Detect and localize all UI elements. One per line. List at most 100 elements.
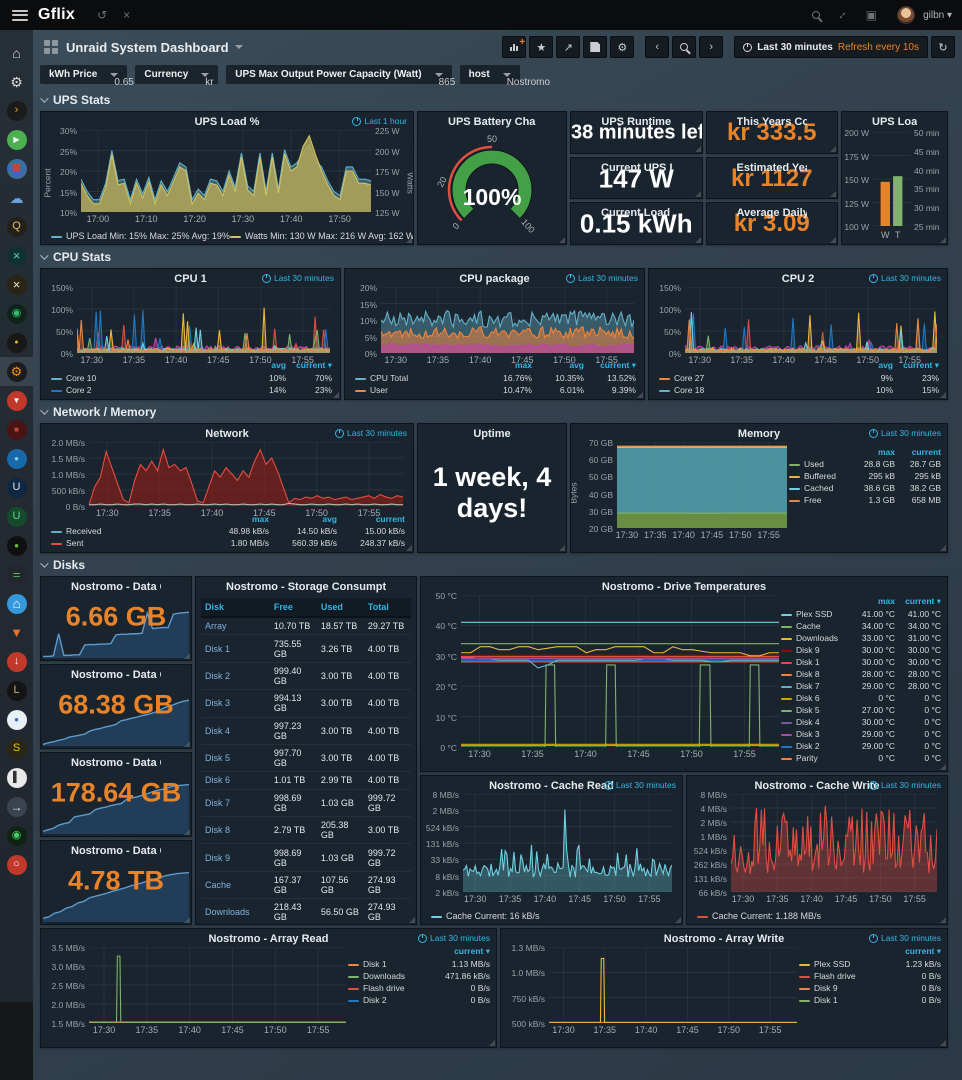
sidebar-item-shield-app-icon[interactable]: ▼	[0, 386, 33, 415]
legend-series-name[interactable]: CPU Total	[353, 372, 482, 384]
sidebar-item-download-app-icon[interactable]: ↓	[0, 647, 33, 676]
app-brand[interactable]: Gflix	[38, 6, 75, 24]
disk-name-cell[interactable]: Disk 1	[201, 635, 270, 662]
sidebar-item-book-app-icon[interactable]: ▌	[0, 763, 33, 792]
panel-title[interactable]: UPS Load vs Time left	[872, 116, 917, 128]
panel-title[interactable]: UPS Load %	[71, 116, 383, 128]
sidebar-item-swirl-app-icon[interactable]: ◉	[0, 299, 33, 328]
search-icon[interactable]	[812, 8, 820, 22]
panel-plot[interactable]	[617, 442, 787, 528]
panel-plot[interactable]	[381, 287, 634, 353]
panel-title[interactable]: Nostromo - Array Read	[71, 933, 466, 945]
legend-item[interactable]: Cache Current: 1.188 MB/s	[697, 911, 821, 921]
legend-series-name[interactable]: Free	[787, 494, 851, 506]
sidebar-item-gear-app-icon-active[interactable]: ⚙	[0, 357, 33, 386]
panel-time-range[interactable]: Last 30 minutes	[604, 780, 676, 790]
table-column-header[interactable]: Disk	[201, 598, 270, 617]
panel-time-range[interactable]: Last 1 hour	[352, 116, 407, 126]
legend-series-name[interactable]: Used	[787, 458, 851, 470]
panel-title[interactable]: Average Daily Cost	[737, 207, 808, 219]
avatar[interactable]	[897, 6, 915, 24]
legend-series-name[interactable]: Downloads	[779, 632, 851, 644]
section-network-memory[interactable]: Network / Memory	[40, 403, 955, 421]
legend-series-name[interactable]: Disk 8	[779, 668, 851, 680]
sidebar-item-search-app-icon[interactable]: Q	[0, 212, 33, 241]
disk-name-cell[interactable]: Cache	[201, 871, 270, 898]
panels-icon[interactable]: ▣	[866, 8, 877, 22]
sidebar-item-toggle-app-icon[interactable]: =	[0, 560, 33, 589]
disk-name-cell[interactable]: Disk 8	[201, 817, 270, 844]
sidebar-item-github-app-icon[interactable]: ◉	[0, 821, 33, 850]
legend-series-name[interactable]: Cache	[779, 620, 851, 632]
sidebar-item-lifebuoy-app-icon[interactable]: ○	[0, 850, 33, 879]
table-column-header[interactable]: Used	[317, 598, 364, 617]
panel-time-range[interactable]: Last 30 minutes	[869, 273, 941, 283]
legend-series-name[interactable]: Disk 1	[779, 656, 851, 668]
panel-title[interactable]: Nostromo - Data Growth This Month	[71, 757, 161, 769]
panel-plot[interactable]	[89, 442, 403, 506]
disk-name-cell[interactable]: Disk 9	[201, 844, 270, 871]
hamburger-menu-icon[interactable]	[12, 10, 28, 21]
sidebar-item-stack-app-icon[interactable]: ≣	[0, 154, 33, 183]
panel-time-range[interactable]: Last 30 minutes	[869, 933, 941, 943]
legend-series-name[interactable]: Core 2	[49, 384, 242, 396]
panel-title[interactable]: Nostromo - Data Growth Today	[71, 581, 161, 593]
legend-series-name[interactable]: Disk 6	[779, 692, 851, 704]
sidebar-item-cloud-icon[interactable]: ☁	[0, 183, 33, 212]
legend-series-name[interactable]: Disk 9	[779, 644, 851, 656]
panel-plot[interactable]	[461, 595, 779, 747]
zoom-out-button[interactable]	[672, 36, 696, 58]
panel-title[interactable]: Nostromo - Storage Consumption	[226, 581, 386, 593]
legend-series-name[interactable]: Disk 4	[779, 716, 851, 728]
sidebar-item-u-green-app-icon[interactable]: U	[0, 502, 33, 531]
disk-name-cell[interactable]: Disk 7	[201, 789, 270, 816]
disk-name-cell[interactable]: Disk 5	[201, 744, 270, 771]
legend-series-name[interactable]: Plex SSD	[797, 958, 881, 970]
legend-series-name[interactable]: Sent	[49, 537, 203, 549]
panel-title[interactable]: Current UPS Load	[601, 162, 672, 174]
legend-item[interactable]: Cache Current: 16 kB/s	[431, 911, 540, 921]
legend-series-name[interactable]: Buffered	[787, 470, 851, 482]
panel-time-range[interactable]: Last 30 minutes	[869, 780, 941, 790]
save-button[interactable]	[583, 36, 607, 58]
legend-item[interactable]: UPS Load Min: 15% Max: 25% Avg: 19%	[51, 231, 230, 241]
panel-time-range[interactable]: Last 30 minutes	[418, 933, 490, 943]
sidebar-item-u-letter-app-icon[interactable]: U	[0, 473, 33, 502]
legend-series-name[interactable]: Core 10	[49, 372, 242, 384]
panel-title[interactable]: Current Load kWh	[601, 207, 672, 219]
panel-time-range[interactable]: Last 30 minutes	[335, 428, 407, 438]
disk-name-cell[interactable]: Downloads	[201, 899, 270, 925]
close-icon[interactable]: ×	[123, 8, 130, 22]
panel-title[interactable]: UPS Runtime	[601, 116, 672, 128]
panel-plot[interactable]	[685, 287, 937, 353]
sidebar-item-play-app-icon[interactable]: ▶	[0, 125, 33, 154]
sidebar-item-drop-app-icon[interactable]: ●	[0, 705, 33, 734]
undo-icon[interactable]: ↺	[97, 8, 107, 22]
settings-button[interactable]: ⚙	[610, 36, 634, 58]
disk-name-cell[interactable]: Disk 6	[201, 772, 270, 789]
legend-series-name[interactable]: Disk 3	[779, 728, 851, 740]
share-button[interactable]: ↗	[556, 36, 580, 58]
panel-title[interactable]: Nostromo - Data Growth This Week	[71, 669, 161, 681]
legend-series-name[interactable]: Disk 2	[779, 740, 851, 752]
legend-series-name[interactable]: Disk 2	[346, 994, 430, 1006]
legend-series-name[interactable]: Disk 1	[797, 994, 881, 1006]
dashboard-title[interactable]: Unraid System Dashboard	[66, 40, 229, 55]
sidebar-item-fox-app-icon[interactable]: ▼	[0, 618, 33, 647]
legend-series-name[interactable]: Flash drive	[797, 970, 881, 982]
sidebar-item-lazy-app-icon[interactable]: L	[0, 676, 33, 705]
sidebar-item-home-assistant-icon[interactable]: ⌂	[0, 589, 33, 618]
legend-series-name[interactable]: Flash drive	[346, 982, 430, 994]
panel-title[interactable]: UPS Battery Charge	[448, 116, 536, 128]
refresh-button[interactable]: ↻	[931, 36, 955, 58]
sidebar-item-nodes-app-icon[interactable]: ●	[0, 328, 33, 357]
panel-plot[interactable]	[89, 947, 346, 1023]
legend-item[interactable]: Watts Min: 130 W Max: 216 W Avg: 162 W	[230, 231, 414, 241]
time-back-button[interactable]: ‹	[645, 36, 669, 58]
panel-plot[interactable]	[731, 794, 937, 892]
legend-series-name[interactable]: Downloads	[346, 970, 430, 982]
